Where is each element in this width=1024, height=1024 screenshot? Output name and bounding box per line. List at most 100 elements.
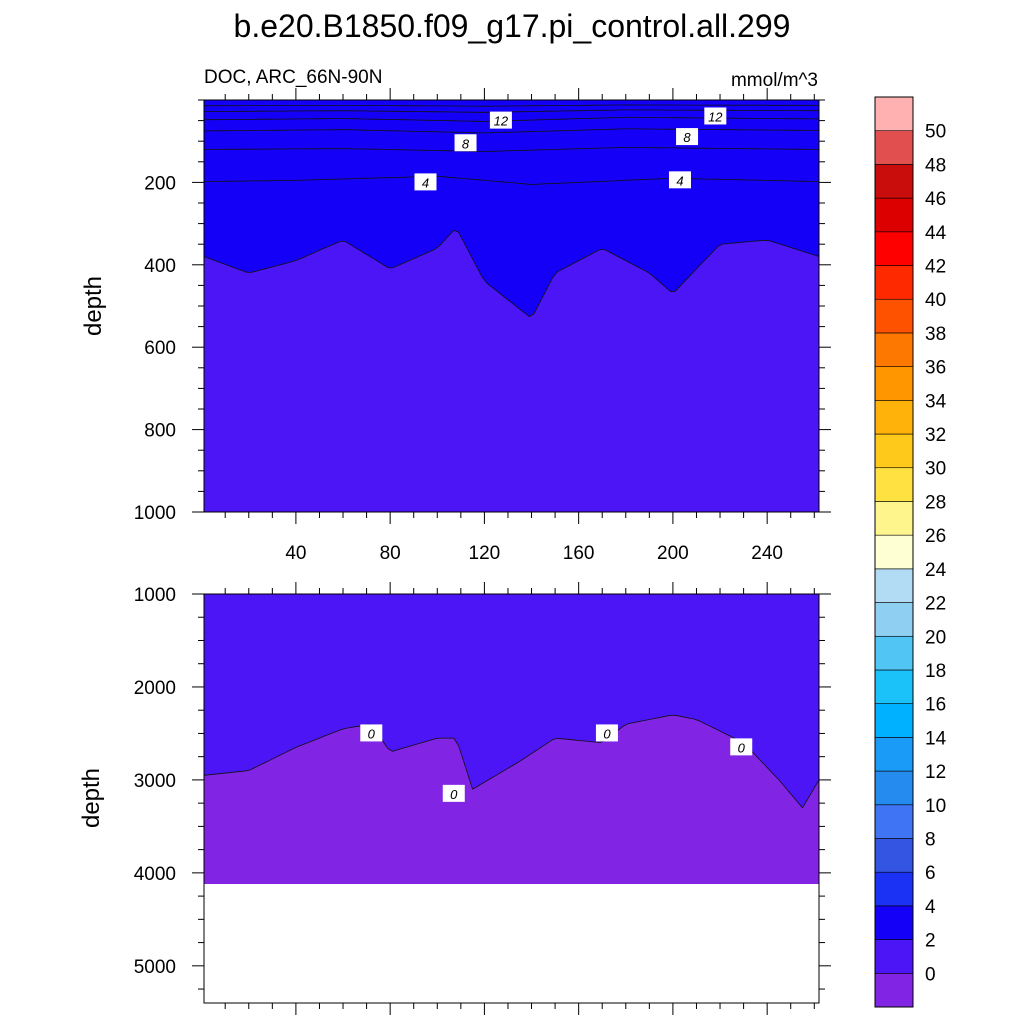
- colorbar-box-19: [874, 332, 914, 367]
- upper-contour-label-bg-2: [454, 134, 477, 152]
- upper-contour-label-3: 8: [676, 128, 699, 146]
- lower-ytick-label-5000: 5000: [134, 957, 176, 978]
- upper-xtick-label-80: 80: [380, 543, 401, 564]
- upper-ytick-label-200: 200: [144, 173, 176, 194]
- colorbar-label-0: 0: [925, 964, 936, 985]
- upper-contour-label-text-0: 12: [494, 114, 509, 129]
- colorbar-box-21: [874, 265, 914, 300]
- upper-contour-label-5: 4: [668, 171, 691, 189]
- upper-contour-label-bg-4: [414, 173, 437, 191]
- upper-contour-label-text-2: 8: [462, 136, 470, 151]
- upper-contour-label-0: 12: [489, 111, 512, 129]
- colorbar-label-46: 46: [925, 189, 946, 210]
- chart-units: mmol/m^3: [731, 70, 818, 91]
- colorbar-label-20: 20: [925, 627, 946, 648]
- lower-frame: [203, 593, 820, 1004]
- colorbar-box-15: [874, 467, 914, 502]
- colorbar-label-14: 14: [925, 728, 947, 749]
- lower-contour-label-text-1: 0: [450, 787, 458, 802]
- colorbar-label-38: 38: [925, 324, 946, 345]
- lower-contour-label-0: 0: [360, 724, 383, 742]
- colorbar-label-34: 34: [925, 391, 947, 412]
- lower-ytick-label-4000: 4000: [134, 864, 176, 885]
- colorbar-label-18: 18: [925, 661, 946, 682]
- lower-contour-0: [204, 714, 819, 809]
- colorbar-box-25: [874, 130, 914, 165]
- colorbar-label-24: 24: [925, 560, 947, 581]
- colorbar: 0246810121416182022242628303234363840424…: [874, 96, 947, 1008]
- upper-contour-14: [204, 104, 819, 107]
- colorbar-label-48: 48: [925, 155, 946, 176]
- colorbar-box-1: [874, 939, 914, 974]
- upper-contour-label-text-4: 4: [422, 175, 429, 190]
- colorbar-label-4: 4: [925, 897, 936, 918]
- lower-contour-label-text-3: 0: [738, 740, 746, 755]
- colorbar-label-32: 32: [925, 425, 946, 446]
- upper-xtick-label-200: 200: [657, 543, 689, 564]
- upper-contour-label-text-3: 8: [683, 130, 691, 145]
- colorbar-box-12: [874, 568, 914, 603]
- colorbar-box-0: [874, 972, 914, 1008]
- colorbar-label-36: 36: [925, 358, 946, 379]
- colorbar-label-30: 30: [925, 459, 946, 480]
- upper-ytick-label-1000: 1000: [134, 503, 176, 524]
- colorbar-label-26: 26: [925, 526, 946, 547]
- upper-xtick-label-120: 120: [469, 543, 501, 564]
- colorbar-box-2: [874, 905, 914, 940]
- upper-contour-6: [204, 146, 819, 152]
- colorbar-label-28: 28: [925, 492, 946, 513]
- lower-ytick-label-2000: 2000: [134, 678, 176, 699]
- upper-ytick-label-800: 800: [144, 421, 176, 442]
- lower-contour-label-bg-0: [360, 724, 383, 742]
- colorbar-label-40: 40: [925, 290, 946, 311]
- colorbar-label-16: 16: [925, 695, 946, 716]
- upper-contour-label-text-5: 4: [676, 173, 683, 188]
- colorbar-label-22: 22: [925, 594, 946, 615]
- upper-contour-8: [204, 128, 819, 134]
- colorbar-label-2: 2: [925, 931, 936, 952]
- lower-y-axis-label: depth: [78, 768, 105, 828]
- colorbar-label-50: 50: [925, 122, 946, 143]
- chart-subtitle-left: DOC, ARC_66N-90N: [204, 67, 382, 88]
- colorbar-box-7: [874, 737, 914, 772]
- upper-panel: 12 12 8 8 4 4 200 400 600 800 1000 40 80 120 160 200 240: [134, 88, 831, 564]
- upper-xtick-label-240: 240: [751, 543, 783, 564]
- colorbar-label-42: 42: [925, 257, 946, 278]
- colorbar-label-10: 10: [925, 796, 946, 817]
- upper-xtick-label-160: 160: [563, 543, 595, 564]
- lower-contour-label-text-2: 0: [603, 726, 611, 741]
- lower-contour-label-bg-2: [595, 724, 618, 742]
- upper-fills: [204, 100, 819, 512]
- colorbar-frame: [874, 96, 914, 1008]
- colorbar-box-16: [874, 433, 914, 469]
- lower-fills: [204, 594, 819, 885]
- colorbar-label-44: 44: [925, 223, 947, 244]
- upper-contour-2: [204, 229, 819, 317]
- colorbar-box-24: [874, 164, 914, 199]
- colorbar-box-17: [874, 400, 914, 435]
- colorbar-box-18: [874, 366, 914, 401]
- upper-xtick-label-40: 40: [285, 543, 306, 564]
- colorbar-box-10: [874, 635, 914, 671]
- colorbar-box-22: [874, 231, 914, 266]
- colorbar-box-20: [874, 298, 914, 334]
- colorbar-box-3: [874, 871, 914, 907]
- colorbar-box-5: [874, 804, 914, 839]
- upper-contour-label-4: 4: [414, 173, 437, 191]
- colorbar-label-12: 12: [925, 762, 946, 783]
- colorbar-box-11: [874, 602, 914, 637]
- chart-title: b.e20.B1850.f09_g17.pi_control.all.299: [234, 8, 791, 44]
- lower-contour-label-3: 0: [730, 738, 753, 756]
- upper-contour-label-text-1: 12: [708, 109, 723, 124]
- upper-contour-label-bg-5: [668, 171, 691, 189]
- upper-fill-above-2: [204, 100, 819, 317]
- lower-ytick-label-3000: 3000: [134, 771, 176, 792]
- colorbar-box-4: [874, 838, 914, 873]
- lower-contour-label-bg-1: [442, 784, 465, 802]
- upper-y-axis-label: depth: [80, 276, 107, 336]
- colorbar-label-6: 6: [925, 863, 936, 884]
- colorbar-box-23: [874, 197, 914, 233]
- upper-contour-label-bg-0: [489, 111, 512, 129]
- colorbar-box-9: [874, 669, 914, 704]
